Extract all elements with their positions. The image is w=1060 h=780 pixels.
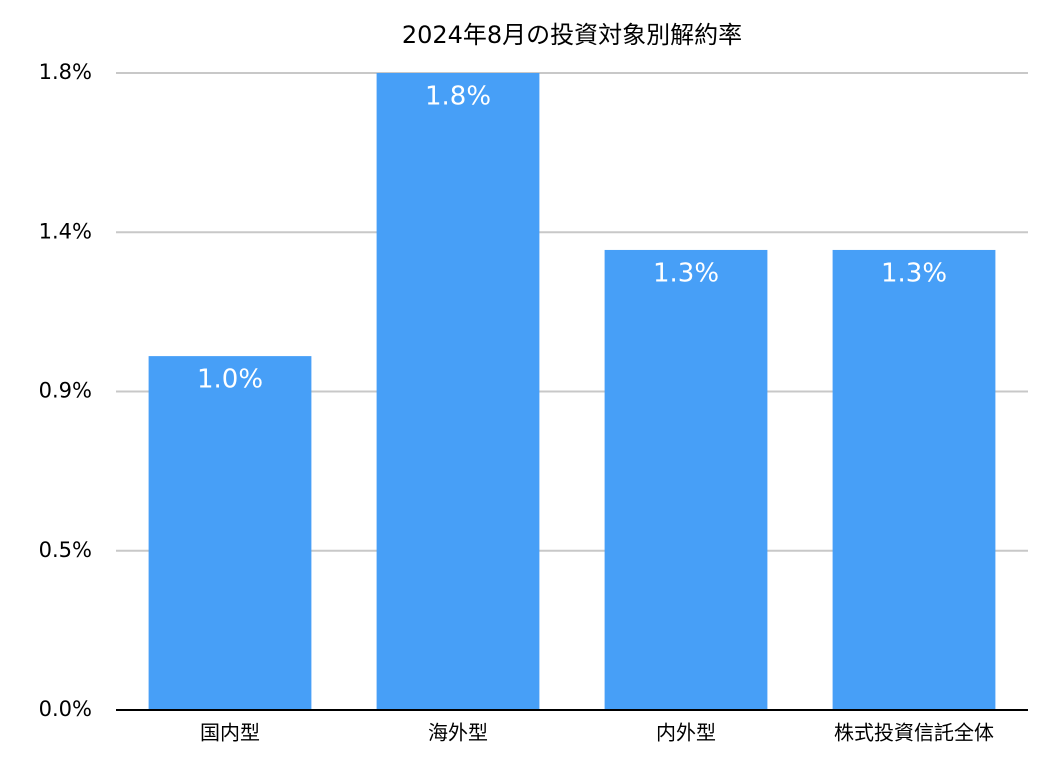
x-tick-label: 株式投資信託全体 [834, 721, 994, 745]
value-label: 1.0% [197, 365, 263, 395]
y-tick-label: 0.5% [39, 538, 92, 562]
value-label: 1.3% [653, 258, 719, 288]
bar [376, 73, 540, 710]
x-tick-label: 内外型 [656, 721, 716, 745]
value-label: 1.3% [881, 258, 947, 288]
y-tick-label: 1.8% [39, 60, 92, 84]
y-tick-label: 0.9% [39, 379, 92, 403]
y-tick-label: 0.0% [39, 697, 92, 721]
bar [604, 249, 768, 710]
bar [832, 249, 996, 710]
x-tick-label: 海外型 [428, 721, 488, 745]
value-label: 1.8% [425, 82, 491, 112]
bar [148, 356, 312, 710]
x-tick-label: 国内型 [200, 721, 260, 745]
y-tick-label: 1.4% [39, 219, 92, 243]
chart-title: 2024年8月の投資対象別解約率 [402, 21, 742, 49]
